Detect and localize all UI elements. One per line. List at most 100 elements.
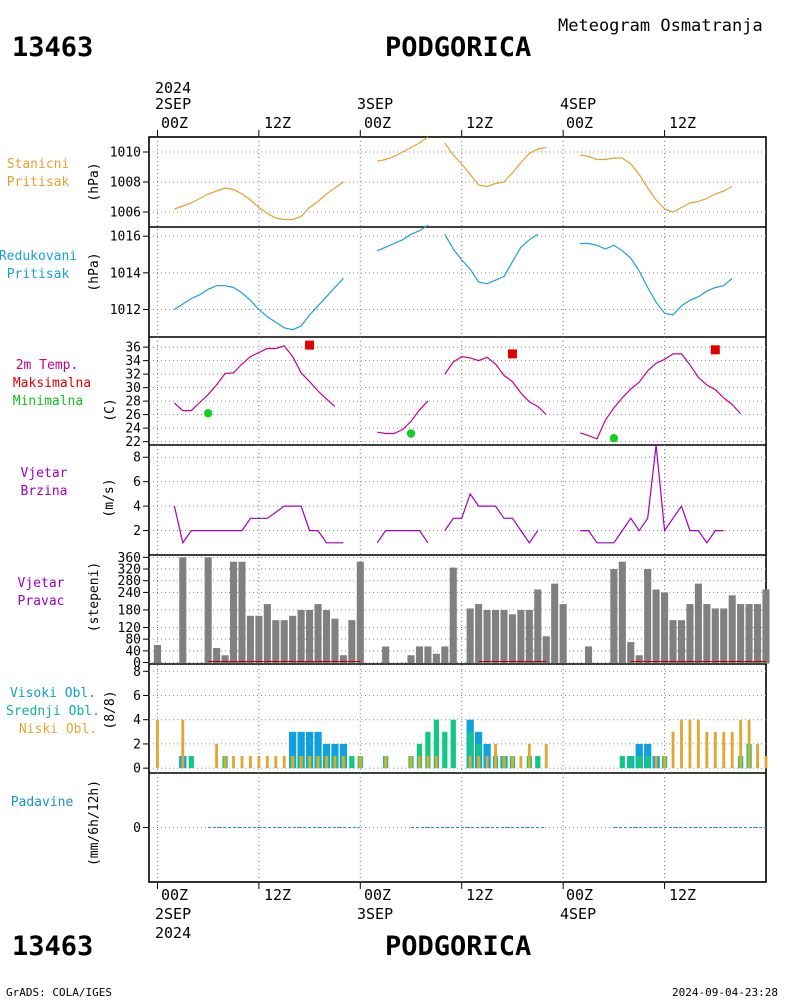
panel-label-redukovani: Redukovani Pritisak (hPa)	[0, 249, 102, 292]
wind-direction-bar	[542, 636, 550, 664]
tmin-marker	[203, 409, 213, 418]
label-stanicni-2: Pritisak	[7, 175, 70, 190]
wind-direction-bar	[753, 604, 762, 664]
niski-cloud-bar	[511, 756, 514, 769]
srednji-cloud-bar	[535, 756, 541, 769]
wind-direction-bar	[551, 583, 559, 664]
visoki-cloud-bar	[314, 731, 322, 769]
niski-cloud-bar	[654, 756, 658, 769]
niski-cloud-bar	[739, 719, 743, 769]
station-name-bottom: PODGORICA	[385, 931, 531, 962]
panel-label-brzina: Vjetar Brzina (m/s)	[21, 466, 117, 518]
niski-cloud-bar	[680, 719, 683, 769]
wind-direction-bar	[720, 608, 728, 664]
wind-direction-bar	[466, 608, 474, 664]
niski-cloud-bar	[358, 756, 362, 769]
wind-direction-bar	[407, 655, 415, 664]
niski-cloud-bar	[502, 756, 506, 769]
niski-cloud-bar	[384, 756, 388, 769]
y-tick-label-oblaci: 8	[133, 665, 141, 680]
y-tick-label-pravac: 80	[125, 633, 141, 648]
label-stanicni-1: Stanicni	[7, 157, 70, 172]
niski-cloud-bar	[519, 756, 523, 769]
tmax-marker	[710, 345, 720, 355]
panel-label-stanicni: Stanicni Pritisak (hPa)	[7, 157, 102, 202]
niski-cloud-bar	[316, 756, 320, 769]
niski-cloud-bar	[434, 756, 438, 769]
y-tick-label-oblaci: 2	[133, 737, 141, 752]
wind-direction-bar	[745, 604, 753, 664]
plot-layer	[153, 136, 770, 828]
stanicni-pritisak-line	[444, 142, 547, 188]
wind-direction-bar	[525, 609, 533, 664]
wind-direction-bar	[677, 620, 686, 664]
stanicni-pritisak-line	[579, 154, 733, 213]
temperature-line	[174, 345, 336, 412]
wind-direction-bar	[517, 609, 525, 664]
label-temp-1: 2m Temp.	[16, 358, 79, 373]
niski-cloud-bar	[257, 756, 261, 769]
unit-stanicni: (hPa)	[87, 162, 102, 201]
niski-cloud-bar	[156, 719, 159, 769]
temperature-line	[377, 400, 429, 435]
label-pravac-2: Pravac	[18, 594, 65, 609]
temperature-line	[444, 355, 547, 416]
wind-direction-bar	[652, 589, 660, 664]
panel-frames: 1006100810101012101410162224262830323436…	[110, 130, 767, 889]
y-tick-label-brzina: 6	[133, 475, 141, 490]
wind-direction-bar	[314, 604, 322, 664]
wind-direction-bar	[382, 646, 390, 664]
label-oblaci-2: Srednji Obl.	[6, 704, 100, 719]
wind-speed-line	[580, 444, 724, 544]
wind-direction-bar	[661, 592, 669, 664]
wind-direction-bar	[229, 561, 238, 664]
y-tick-label-temp: 30	[125, 381, 141, 396]
wind-direction-bar	[356, 561, 364, 664]
wind-direction-bar	[483, 609, 491, 664]
y-tick-label-pravac: 40	[125, 644, 141, 659]
niski-cloud-bar	[730, 731, 734, 769]
y-tick-label-pravac: 120	[118, 621, 141, 636]
srednji-cloud-bar	[188, 756, 194, 769]
y-tick-label-padavine: 0	[133, 821, 141, 836]
niski-cloud-bar	[223, 756, 227, 769]
niski-cloud-bar	[341, 756, 345, 769]
wind-direction-bar	[618, 561, 626, 664]
wind-direction-bar	[534, 589, 542, 664]
y-tick-label-brzina: 4	[133, 500, 141, 515]
srednji-cloud-bar	[645, 756, 651, 769]
niski-cloud-bar	[282, 756, 286, 769]
day-label-top-3: 4SEP	[560, 95, 596, 113]
station-id-bottom: 13463	[12, 931, 93, 962]
wind-direction-bar	[272, 620, 280, 664]
wind-direction-bar	[694, 583, 702, 664]
visoki-cloud-bar	[305, 731, 314, 769]
srednji-cloud-bar	[425, 731, 431, 769]
niski-cloud-bar	[468, 756, 472, 769]
srednji-cloud-bar	[619, 756, 625, 769]
chart-frame	[148, 136, 767, 883]
y-tick-label-pravac: 180	[118, 603, 141, 618]
tick-label-bottom-1: 00Z	[161, 886, 188, 904]
y-tick-label-temp: 28	[125, 395, 141, 410]
niski-cloud-bar	[426, 756, 430, 769]
label-padavine-1: Padavine	[11, 795, 74, 810]
unit-padavine: (mm/6h/12h)	[87, 780, 102, 866]
niski-cloud-bar	[527, 743, 531, 769]
y-tick-label-stanicni: 1010	[110, 146, 141, 161]
tick-label-top-6: 12Z	[669, 114, 696, 132]
wind-direction-bar	[213, 647, 221, 664]
wind-direction-bar	[644, 569, 652, 664]
panel-label-oblaci: Visoki Obl. Srednji Obl. Niski Obl. (8/8…	[6, 686, 118, 737]
wind-speed-line	[376, 529, 429, 544]
wind-direction-bar	[627, 642, 635, 664]
y-tick-label-pravac: 0	[133, 656, 141, 671]
niski-cloud-bar	[215, 743, 219, 769]
wind-direction-bar	[263, 604, 271, 664]
day-label-bottom-2: 3SEP	[357, 905, 393, 923]
niski-cloud-bar	[418, 756, 421, 769]
niski-cloud-bar	[696, 719, 700, 769]
niski-cloud-bar	[274, 756, 278, 769]
srednji-cloud-bar	[467, 731, 473, 769]
wind-direction-bar	[584, 646, 593, 664]
